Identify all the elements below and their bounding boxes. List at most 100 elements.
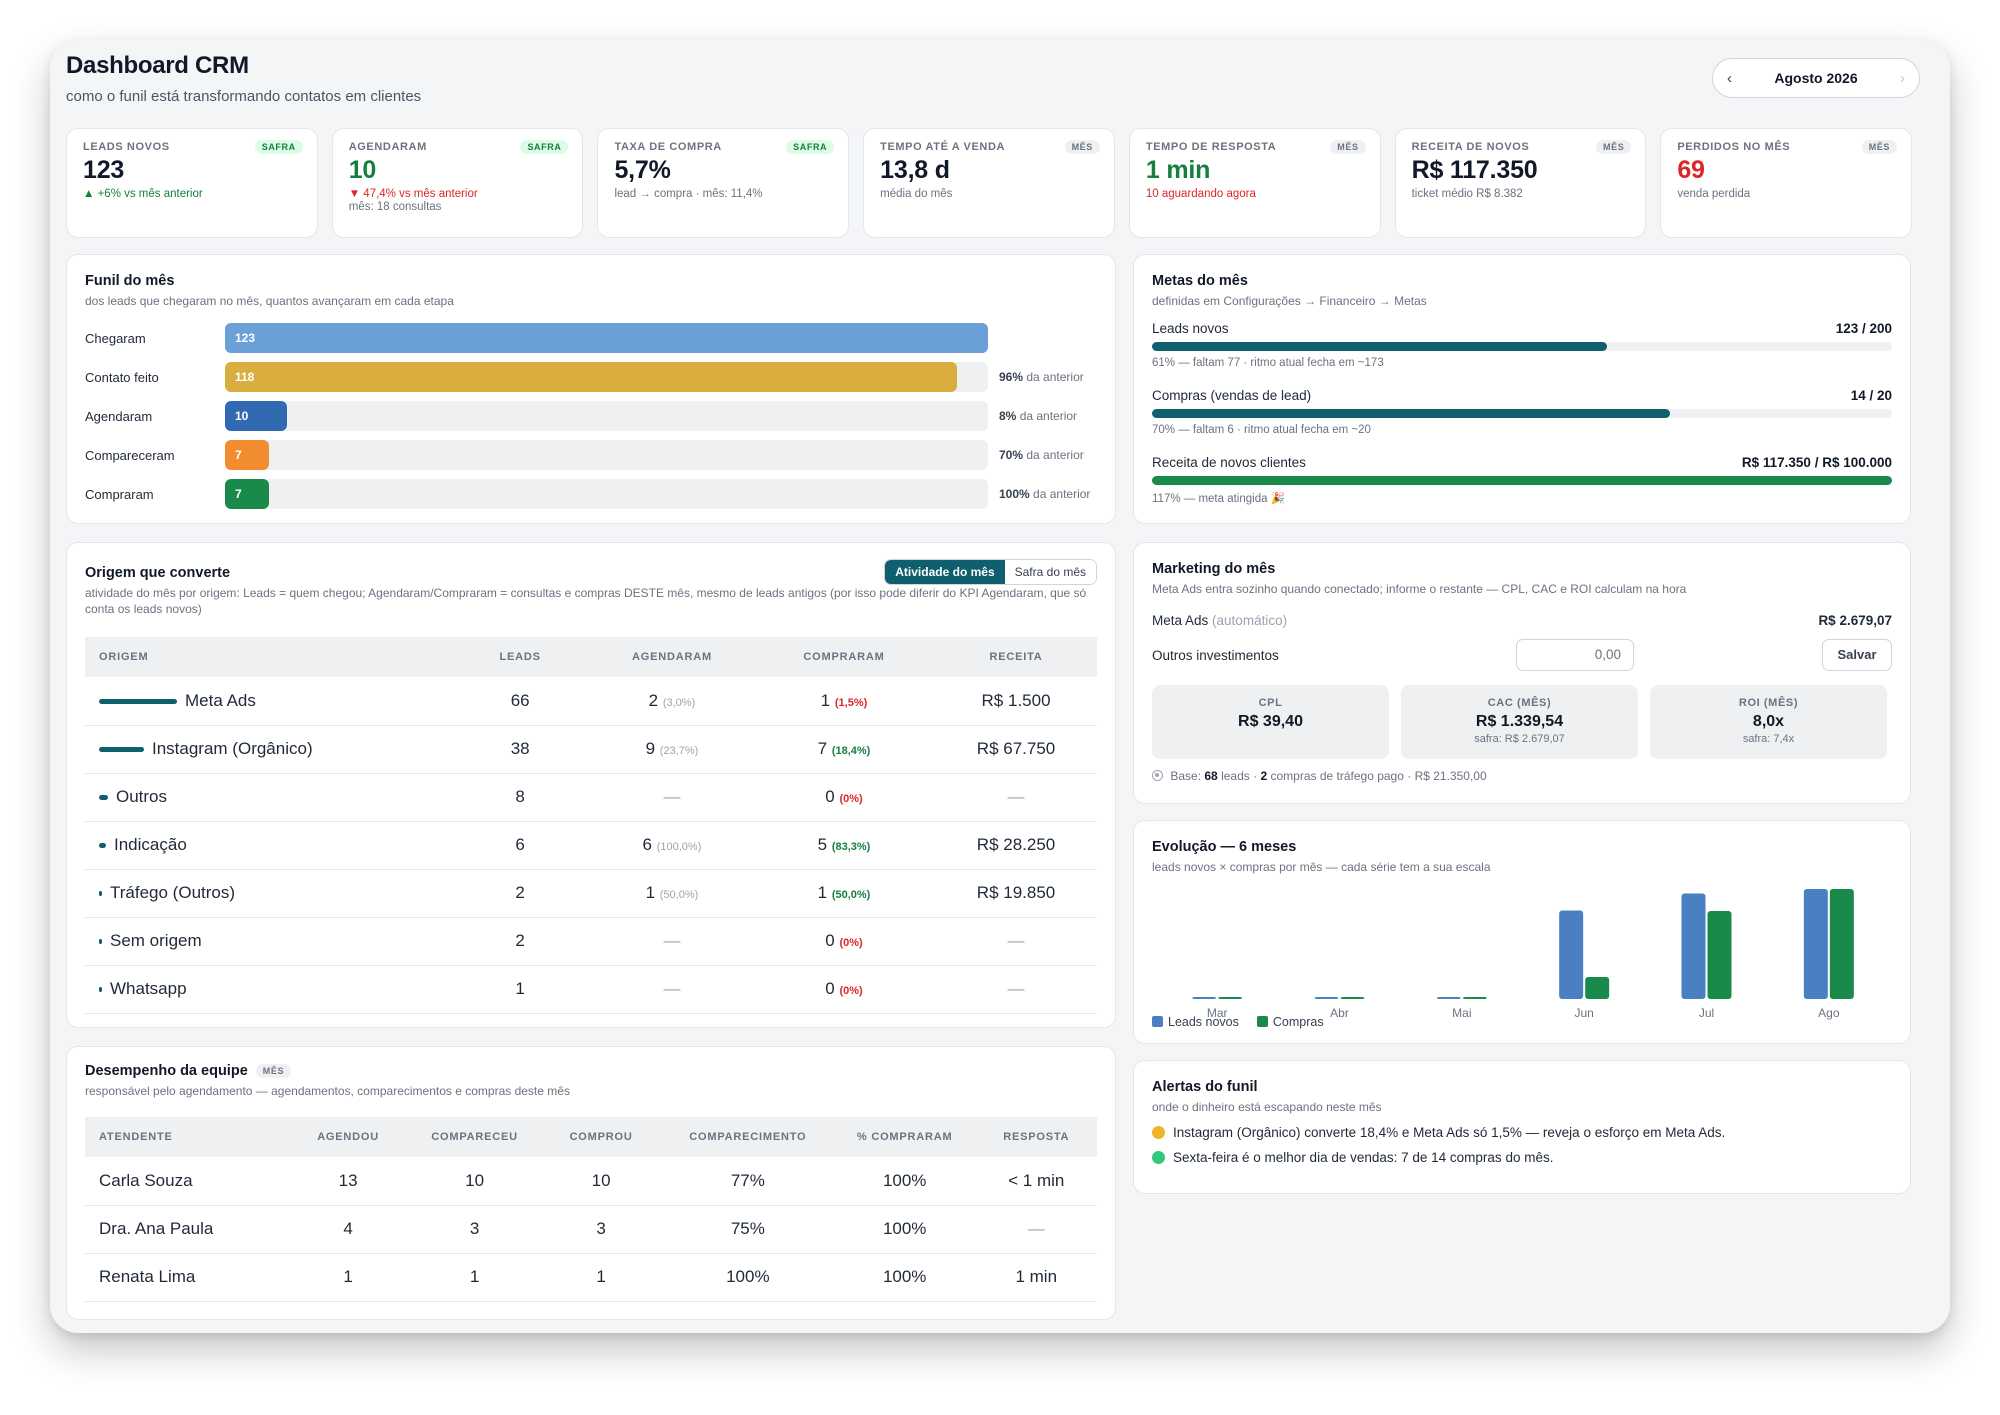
save-button[interactable]: Salvar [1822,639,1892,671]
other-invest-input[interactable]: 0,00 [1516,639,1634,671]
origin-name-cell: Indicação [85,821,450,870]
base-buys-label: compras de tráfego pago · R$ 21.350,00 [1270,769,1487,783]
table-row[interactable]: Carla Souza 13 10 10 77% 100% < 1 min [85,1157,1097,1206]
metric-box: ROI (MÊS) 8,0x safra: 7,4x [1650,685,1887,759]
origin-co-value: 0 [825,979,835,998]
funnel-bar: 118 [225,362,957,392]
origin-agendaram: 9 (23,7%) [591,725,753,774]
kpi-card: Perdidos no mês MÊS 69 venda perdida [1660,128,1913,238]
origin-compraram: 7 (18,4%) [752,725,936,774]
funnel-bar: 123 [225,323,988,353]
kpi-sub-secondary: mês: 18 consultas [348,201,442,213]
marketing-card: Marketing do mês Meta Ads entra sozinho … [1133,542,1911,804]
origin-name: Tráfego (Outros) [110,883,236,902]
origin-co-value: 0 [825,931,835,950]
origin-table: Origem Leads Agendaram Compraram Receita Met… [85,637,1097,1014]
team-title-text: Desempenho da equipe [85,1063,248,1079]
team-col-header: Comprou [540,1117,662,1157]
toggle-atividade[interactable]: Atividade do mês [885,560,1005,584]
table-row[interactable]: Meta Ads 66 2 (3,0%) 1 (1,5%) R$ 1.500 [85,677,1097,726]
kpi-card: Tempo até a venda MÊS 13,8 d média do mês [863,128,1115,238]
table-row[interactable]: Indicação 6 6 (100,0%) 5 (83,3%) R$ 28.250 [85,821,1097,870]
meta-ads-value: R$ 2.679,07 [1818,613,1892,628]
other-invest-label: Outros investimentos [1152,647,1279,663]
team-col-header: Compareceu [408,1117,541,1157]
origin-co-pct: (0%) [839,985,863,997]
origin-co-pct: (0%) [839,937,863,949]
team-cell: 100% [833,1205,976,1254]
origin-name: Outros [116,787,168,806]
funnel-pct: 8% da anterior [999,409,1099,424]
team-member-name: Dra. Ana Paula [85,1205,288,1254]
kpi-label: Taxa de compra [614,141,722,153]
origin-ag-value: 2 [648,690,659,710]
goal-note: 117% — meta atingida 🎉 [1152,493,1286,505]
team-cell: — [975,1205,1097,1254]
table-row[interactable]: Dra. Ana Paula 4 3 3 75% 100% — [85,1205,1097,1254]
table-row[interactable]: Sem origem 2—0 (0%) — [85,917,1097,966]
origin-co-value: 5 [817,835,828,854]
kpi-sub: ticket médio R$ 8.382 [1411,188,1523,200]
team-cell: 75% [661,1205,834,1254]
funnel-pct-text: da anterior [1026,447,1084,462]
kpi-card: Leads novos SAFRA 123 ▲ +6% vs mês anterior [66,128,318,238]
kpi-sub: lead → compra · mês: 11,4% [614,188,763,200]
team-cell: 1 [540,1253,662,1302]
origin-volume-bar [99,987,102,993]
kpi-value: R$ 117.350 [1411,156,1538,184]
origin-co-pct: (50,0%) [831,889,871,901]
table-row[interactable]: Tráfego (Outros) 2 1 (50,0%) 1 (50,0%) R$ 19… [85,869,1097,918]
funnel-row: Compraram 7 100% da anterior [85,479,1097,509]
goal-header: Leads novos 123 / 200 [1152,321,1892,336]
origin-name: Instagram (Orgânico) [152,739,313,758]
kpi-badge: MÊS [1596,140,1632,154]
origin-agendaram: — [591,917,753,966]
funnel-title: Funil do mês [85,273,175,289]
page-subtitle: como o funil está transformando contatos… [66,88,422,105]
chevron-left-icon[interactable]: ‹ [1727,69,1732,87]
origin-ag-value: 6 [642,835,652,854]
funnel-subtitle: dos leads que chegaram no mês, quantos a… [85,294,454,308]
team-title: Desempenho da equipe MÊS [85,1063,1097,1079]
goals-subtitle: definidas em Configurações → Financeiro … [1152,294,1427,308]
funnel-pct: 96% da anterior [999,370,1099,385]
legend-buys: Compras [1256,1015,1324,1029]
team-cell: < 1 min [975,1157,1097,1206]
team-cell: 13 [287,1157,409,1206]
table-row[interactable]: Renata Lima 1 1 1 100% 100% 1 min [85,1253,1097,1302]
chevron-right-icon[interactable]: › [1900,69,1905,87]
marketing-title: Marketing do mês [1152,561,1276,577]
month-selector[interactable]: ‹ Agosto 2026 › [1712,58,1920,98]
table-row[interactable]: Instagram (Orgânico) 38 9 (23,7%) 7 (18,4%)… [85,725,1097,774]
meta-ads-label: Meta Ads (automático) [1152,613,1287,628]
origin-co-value: 7 [817,739,828,758]
alert-text: Instagram (Orgânico) converte 18,4% e Me… [1173,1125,1726,1141]
kpi-sub: média do mês [880,188,953,200]
legend-leads: Leads novos [1152,1015,1239,1029]
team-cell: 10 [540,1157,662,1206]
origin-volume-bar [99,843,106,849]
origin-compraram: 5 (83,3%) [752,821,936,870]
toggle-safra[interactable]: Safra do mês [1004,560,1096,584]
kpi-card: Taxa de compra SAFRA 5,7% lead → compra · m… [597,128,850,238]
kpi-badge: SAFRA [786,140,835,154]
origin-volume-bar [99,698,177,704]
kpi-label: Agendaram [348,141,427,153]
evolution-card: Evolução — 6 meses leads novos × compras… [1133,820,1911,1044]
metric-sub: safra: R$ 2.679,07 [1474,733,1565,745]
funnel-row: Compareceram 7 70% da anterior [85,440,1097,470]
funnel-pct-text: da anterior [1026,369,1084,384]
chart-bar-leads [1681,893,1706,999]
table-row[interactable]: Whatsapp 1—0 (0%) — [85,965,1097,1014]
origin-agendaram: 1 (50,0%) [591,869,753,918]
kpi-sub: venda perdida [1677,188,1751,200]
origin-col-header: Leads [449,637,591,677]
kpi-card: Tempo de resposta MÊS 1 min 10 aguardando a… [1128,128,1381,238]
chart-x-tick-label: Mar [1207,1006,1228,1020]
origin-name-cell: Sem origem [85,917,450,966]
table-row[interactable]: Outros 8—0 (0%) — [85,773,1097,822]
funnel-row: Chegaram 123 [85,323,1097,353]
goal-label: Leads novos [1152,321,1229,336]
origin-co-value: 1 [817,883,828,902]
funnel-pct-text: da anterior [1019,408,1078,423]
